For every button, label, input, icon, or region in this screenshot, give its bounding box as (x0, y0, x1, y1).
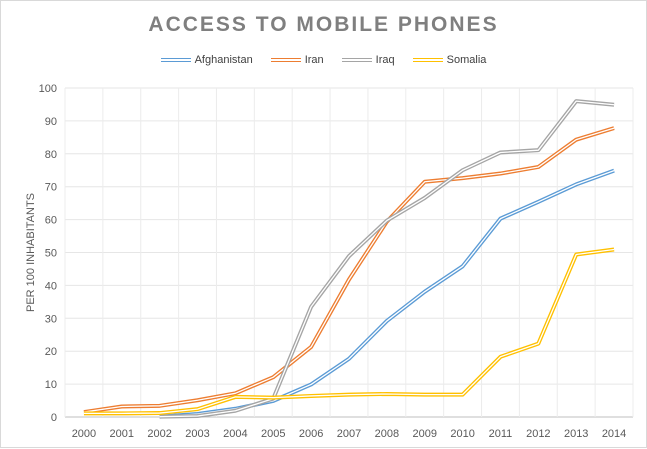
series-line-inner-iraq (159, 100, 615, 418)
legend-item-somalia: Somalia (412, 54, 487, 66)
x-tick-label: 2009 (412, 428, 436, 440)
legend-item-afghanistan: Afghanistan (160, 54, 253, 66)
y-tick-label: 0 (51, 412, 57, 424)
x-tick-label: 2013 (564, 428, 588, 440)
legend-label: Somalia (446, 54, 487, 66)
series-line-iraq (159, 99, 615, 419)
legend: Afghanistan Iran Iraq Somalia (1, 54, 646, 66)
y-tick-label: 40 (45, 280, 57, 292)
legend-label: Afghanistan (194, 54, 253, 66)
y-tick-label: 50 (45, 248, 57, 260)
y-tick-label: 60 (45, 215, 57, 227)
series-line-somalia (83, 247, 615, 416)
legend-item-iraq: Iraq (341, 54, 395, 66)
y-tick-label: 20 (45, 346, 57, 358)
y-tick-label: 10 (45, 379, 57, 391)
x-tick-label: 2010 (450, 428, 474, 440)
series-line-inner-afghanistan (159, 169, 615, 418)
y-axis-label: PER 100 INHABITANTS (25, 193, 37, 312)
x-tick-label: 2004 (223, 428, 247, 440)
x-tick-label: 2007 (337, 428, 361, 440)
legend-item-iran: Iran (270, 54, 324, 66)
series-line-inner-somalia (83, 248, 615, 415)
x-tick-label: 2001 (110, 428, 134, 440)
x-tick-label: 2008 (375, 428, 399, 440)
x-tick-label: 2002 (147, 428, 171, 440)
legend-swatch (270, 58, 301, 62)
x-tick-label: 2003 (185, 428, 209, 440)
series-line-afghanistan (159, 168, 615, 419)
x-tick-label: 2012 (526, 428, 550, 440)
y-tick-label: 100 (39, 83, 57, 95)
chart-title: ACCESS TO MOBILE PHONES (148, 13, 499, 36)
x-tick-label: 2000 (72, 428, 96, 440)
x-tick-label: 2011 (489, 428, 513, 440)
series-line-inner-iran (83, 127, 615, 413)
legend-swatch (160, 58, 191, 62)
series-line-iran (83, 126, 615, 415)
x-tick-label: 2014 (602, 428, 626, 440)
y-tick-label: 80 (45, 149, 57, 161)
legend-swatch (341, 58, 372, 62)
x-tick-label: 2006 (299, 428, 323, 440)
legend-label: Iran (304, 54, 324, 66)
x-tick-label: 2005 (261, 428, 285, 440)
legend-label: Iraq (375, 54, 395, 66)
y-tick-label: 30 (45, 313, 57, 325)
legend-swatch (412, 58, 443, 62)
y-tick-label: 70 (45, 182, 57, 194)
y-tick-label: 90 (45, 116, 57, 128)
